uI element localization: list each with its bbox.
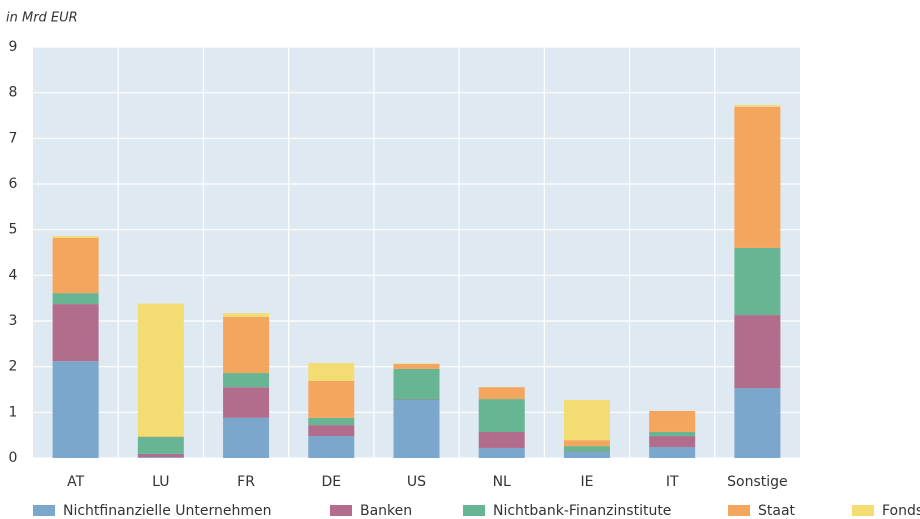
legend-label: Nichtfinanzielle Unternehmen xyxy=(63,503,271,519)
bar-segment xyxy=(734,315,781,389)
y-tick-label: 4 xyxy=(9,267,18,283)
x-tick-label: IE xyxy=(580,474,593,490)
y-tick-label: 2 xyxy=(9,359,18,375)
legend-label: Fonds xyxy=(882,503,920,519)
legend-swatch xyxy=(463,505,485,516)
bar-segment xyxy=(478,399,525,432)
bar-segment xyxy=(563,446,610,452)
bar-segment xyxy=(478,387,525,400)
bar-segment xyxy=(223,417,270,458)
bar-segment xyxy=(734,247,781,316)
bar-segment xyxy=(734,104,781,107)
bar-segment xyxy=(223,313,270,317)
bar-segment xyxy=(478,447,525,458)
y-tick-label: 8 xyxy=(9,85,18,101)
bar-segment xyxy=(137,303,184,437)
bar-segment xyxy=(563,440,610,447)
bar-segment xyxy=(393,368,440,400)
bar-segment xyxy=(52,293,99,305)
y-tick-label: 3 xyxy=(9,313,18,329)
bar-segment xyxy=(52,361,99,458)
bar-segment xyxy=(393,363,440,369)
y-tick-label: 7 xyxy=(9,130,18,146)
y-tick-label: 5 xyxy=(9,222,18,238)
x-tick-label: NL xyxy=(493,474,511,490)
bar-segment xyxy=(649,436,696,448)
bar-segment xyxy=(563,452,610,458)
x-tick-label: FR xyxy=(237,474,255,490)
bar-segment xyxy=(649,410,696,432)
bar-segment xyxy=(308,380,355,418)
x-tick-label: LU xyxy=(152,474,169,490)
bar-segment xyxy=(734,388,781,458)
bar-segment xyxy=(393,400,440,458)
legend-swatch xyxy=(852,505,874,516)
bar-segment xyxy=(308,417,355,426)
bar-segment xyxy=(649,447,696,458)
bar-segment xyxy=(52,304,99,362)
bar-segment xyxy=(308,436,355,458)
x-tick-label: IT xyxy=(666,474,679,490)
y-tick-label: 1 xyxy=(9,404,18,420)
y-tick-label: 6 xyxy=(9,176,18,192)
x-tick-label: AT xyxy=(67,474,84,490)
y-tick-label: 0 xyxy=(9,450,18,466)
bar-segment xyxy=(137,453,184,458)
y-tick-label: 9 xyxy=(9,39,18,55)
legend-label: Nichtbank-Finanzinstitute xyxy=(493,503,671,519)
bar-segment xyxy=(223,373,270,388)
legend-label: Staat xyxy=(758,503,796,519)
bar-segment xyxy=(223,387,270,418)
bar-segment xyxy=(308,363,355,381)
bar-segment xyxy=(137,457,184,458)
bar-segment xyxy=(137,436,184,454)
bar-segment xyxy=(478,431,525,448)
bar-segment xyxy=(563,400,610,441)
x-tick-label: US xyxy=(407,474,426,490)
bar-segment xyxy=(734,106,781,248)
x-tick-label: Sonstige xyxy=(727,474,788,490)
x-tick-label: DE xyxy=(321,474,341,490)
bar-segment xyxy=(52,236,99,238)
bar-segment xyxy=(649,431,696,437)
legend-swatch xyxy=(728,505,750,516)
legend-swatch xyxy=(33,505,55,516)
bar-segment xyxy=(223,316,270,374)
bar-segment xyxy=(308,425,355,437)
legend-swatch xyxy=(330,505,352,516)
legend-label: Banken xyxy=(360,503,412,519)
chart-subtitle: in Mrd EUR xyxy=(6,11,78,26)
bar-segment xyxy=(52,237,99,294)
